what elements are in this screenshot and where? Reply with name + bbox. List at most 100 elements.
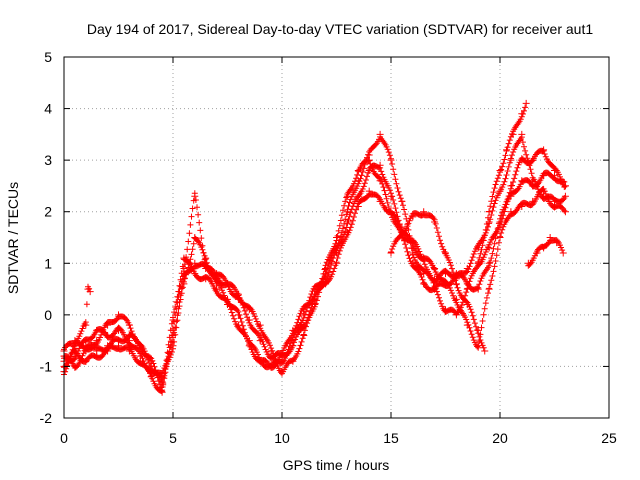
data-point	[496, 234, 504, 241]
data-point	[442, 249, 449, 257]
x-tick-label: 5	[169, 430, 177, 446]
data-point	[509, 130, 517, 138]
data-point	[524, 259, 532, 267]
x-axis-label: GPS time / hours	[283, 457, 390, 473]
data-point	[420, 280, 428, 288]
data-point	[463, 264, 471, 272]
data-point	[191, 234, 199, 241]
chart-title: Day 194 of 2017, Sidereal Day-to-day VTE…	[87, 21, 594, 37]
data-point	[343, 192, 351, 200]
data-point	[387, 156, 395, 164]
data-point	[496, 166, 504, 174]
y-tick-label: 2	[44, 204, 52, 220]
data-point	[518, 156, 526, 164]
data-point	[452, 295, 460, 303]
data-point	[540, 244, 548, 252]
data-point	[376, 130, 384, 138]
data-point	[104, 321, 112, 329]
data-point	[365, 156, 373, 164]
data-point	[234, 321, 242, 329]
data-point	[452, 311, 460, 319]
data-point	[267, 362, 275, 370]
series-track-8	[524, 234, 567, 269]
data-point	[289, 342, 297, 350]
data-point	[431, 218, 439, 226]
data-point	[496, 187, 504, 195]
data-point	[115, 311, 122, 319]
data-point	[71, 337, 79, 345]
data-point	[191, 192, 199, 200]
data-point	[398, 228, 406, 236]
data-point	[561, 208, 569, 216]
data-point	[93, 352, 101, 360]
series-track-7	[387, 208, 489, 355]
data-point	[463, 321, 471, 329]
data-point	[485, 285, 493, 293]
data-point	[485, 208, 493, 216]
data-point	[533, 249, 541, 257]
x-tick-label: 25	[601, 430, 617, 446]
data-point	[540, 146, 548, 154]
data-point	[333, 249, 340, 257]
data-point	[71, 362, 79, 370]
data-point	[529, 182, 537, 190]
x-tick-label: 20	[492, 430, 508, 446]
data-point	[365, 166, 373, 174]
data-point	[507, 192, 515, 200]
data-point	[256, 337, 264, 345]
data-point	[529, 197, 537, 205]
data-point	[256, 357, 264, 365]
data-point	[343, 208, 351, 216]
data-point	[136, 357, 144, 365]
data-point	[474, 326, 482, 334]
data-point	[442, 280, 449, 288]
data-point	[481, 347, 489, 355]
data-point	[503, 146, 511, 154]
data-point	[507, 156, 515, 164]
data-point	[431, 264, 439, 272]
data-point	[125, 321, 133, 329]
data-point	[485, 259, 493, 267]
data-point	[202, 264, 210, 272]
data-point	[546, 234, 554, 241]
data-point	[376, 177, 384, 185]
data-point	[278, 352, 286, 360]
data-point	[333, 259, 340, 267]
data-point	[245, 316, 253, 324]
series-trail	[525, 237, 566, 269]
data-point	[125, 331, 133, 339]
data-point	[354, 203, 362, 211]
data-point	[420, 270, 428, 278]
y-tick-label: 5	[44, 49, 52, 65]
data-point	[224, 301, 231, 309]
data-point	[507, 182, 515, 190]
data-point	[365, 187, 373, 195]
data-point	[474, 259, 482, 267]
data-point	[82, 342, 90, 350]
data-point	[561, 192, 569, 200]
data-point	[300, 306, 308, 314]
plot-frame	[63, 56, 610, 419]
data-point	[485, 244, 493, 252]
data-point	[518, 177, 526, 185]
data-point	[387, 208, 395, 216]
data-point	[518, 130, 526, 138]
data-point	[191, 259, 199, 267]
data-point	[256, 321, 264, 329]
y-tick-label: 1	[44, 255, 52, 271]
y-tick-label: 4	[44, 101, 52, 117]
data-point	[553, 239, 561, 247]
data-point	[409, 244, 417, 252]
data-point	[398, 197, 406, 205]
y-axis-label: SDTVAR / TECUs	[5, 182, 21, 294]
data-point	[93, 326, 101, 334]
plot-area	[60, 99, 569, 396]
data-point	[518, 203, 526, 211]
x-tick-label: 15	[383, 430, 399, 446]
data-point	[169, 331, 177, 339]
y-tick-label: 0	[44, 307, 52, 323]
data-point	[442, 270, 449, 278]
data-point	[496, 218, 504, 226]
data-point	[551, 172, 558, 180]
